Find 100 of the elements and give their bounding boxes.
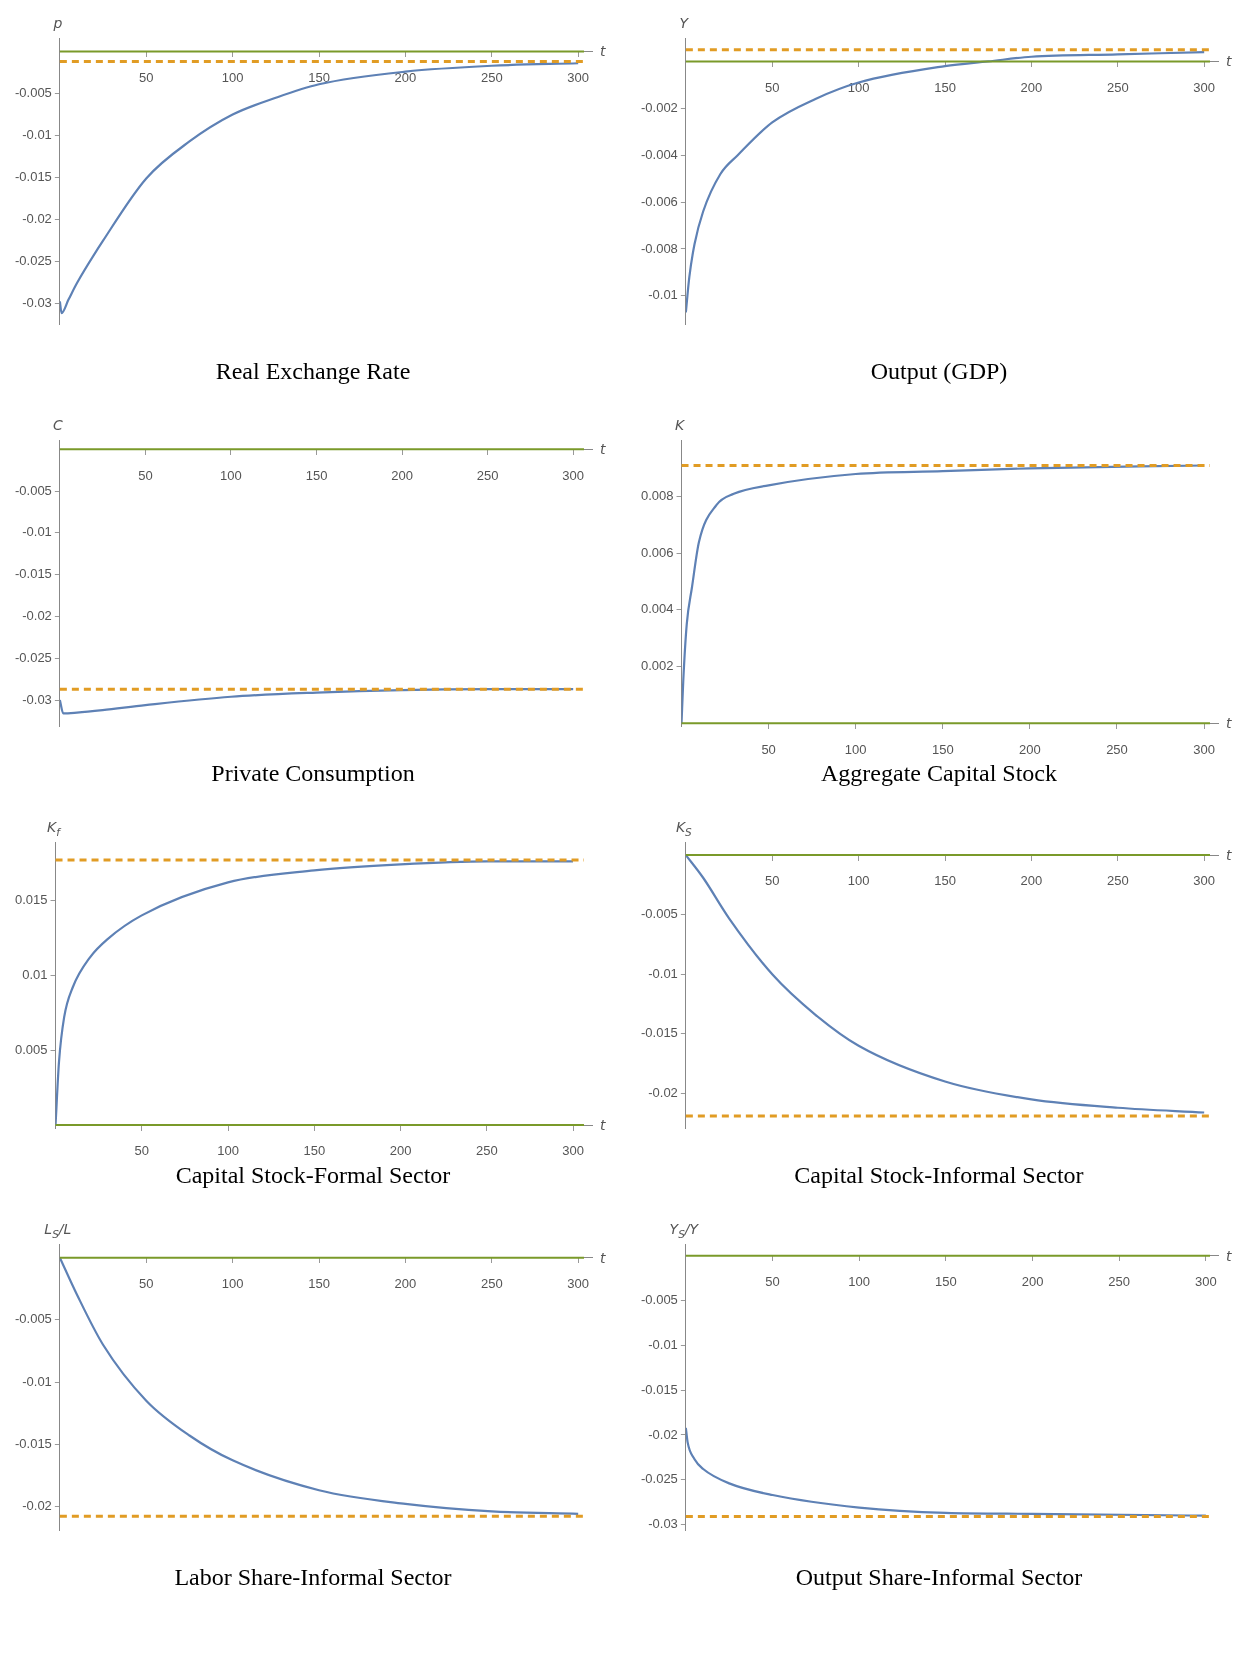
y-tick-label: -0.03: [22, 295, 52, 311]
x-tick-label: 50: [765, 873, 780, 889]
x-tick-label: 250: [480, 69, 503, 85]
y-tick-label: 0.01: [22, 966, 48, 982]
y-tick-label: -0.02: [22, 1497, 52, 1513]
y-tick-label: 0.004: [640, 601, 674, 617]
y-tick-label: -0.015: [640, 1381, 678, 1397]
x-tick-label: 200: [391, 467, 413, 483]
x-tick-label: 250: [1108, 1274, 1131, 1290]
y-tick-label: -0.005: [14, 85, 52, 101]
y-tick-label: -0.015: [14, 566, 52, 582]
x-tick-label: 200: [1020, 873, 1043, 889]
text: Output Share-Informal Sector: [794, 1564, 1084, 1592]
x-tick-label: 100: [844, 741, 867, 757]
x-tick-label: 300: [1193, 741, 1215, 757]
y-tick-label: -0.004: [640, 146, 678, 162]
y-tick-label: -0.005: [640, 906, 678, 922]
x-tick-label: 150: [305, 467, 328, 483]
x-tick-label: 200: [1019, 741, 1041, 757]
y-tick-label: -0.015: [14, 169, 52, 185]
y-tick-label: -0.01: [22, 127, 52, 143]
text: Private Consumption: [210, 760, 416, 788]
text: Aggregate Capital Stock: [820, 760, 1058, 788]
y-tick-label: -0.008: [640, 240, 678, 256]
x-tick-label: 200: [394, 69, 417, 85]
text: Real Exchange Rate: [214, 358, 412, 386]
y-tick-label: 0.008: [640, 488, 674, 504]
y-tick-label: -0.01: [22, 1373, 52, 1389]
y-tick-label: -0.005: [14, 1311, 52, 1327]
y-tick-label: -0.005: [640, 1292, 678, 1308]
y-axis-title: Y: [679, 15, 690, 31]
y-tick-label: -0.025: [640, 1471, 678, 1487]
y-tick-label: -0.002: [640, 99, 678, 115]
x-axis-title: t: [1226, 53, 1232, 70]
y-tick-label: -0.025: [14, 253, 52, 269]
x-tick-label: 100: [221, 69, 244, 85]
text: Output (GDP): [869, 358, 1009, 386]
y-tick-label: -0.01: [648, 1336, 678, 1352]
y-tick-label: -0.006: [640, 193, 678, 209]
x-tick-label: 200: [394, 1276, 417, 1292]
x-tick-label: 200: [389, 1143, 412, 1159]
x-tick-label: 150: [303, 1143, 326, 1159]
x-tick-label: 250: [1106, 79, 1129, 95]
x-tick-label: 150: [935, 1274, 957, 1290]
x-tick-label: 100: [847, 873, 870, 889]
y-tick-label: -0.02: [648, 1426, 678, 1442]
y-tick-label: -0.025: [14, 649, 52, 665]
x-axis-title: t: [1226, 715, 1232, 732]
x-tick-label: 50: [139, 1276, 154, 1292]
line-series: [55, 860, 575, 1127]
x-tick-label: 300: [1193, 79, 1216, 95]
x-tick-label: 100: [848, 1274, 871, 1290]
y-tick-label: -0.02: [22, 211, 52, 227]
y-tick-label: -0.02: [22, 608, 52, 624]
y-tick-label: -0.01: [648, 287, 678, 303]
x-tick-label: 50: [765, 1274, 780, 1290]
y-tick-label: 0.015: [14, 891, 48, 907]
x-tick-label: 250: [1106, 741, 1128, 757]
x-tick-label: 100: [221, 1276, 244, 1292]
x-tick-label: 300: [1193, 873, 1216, 889]
y-tick-label: 0.006: [640, 544, 674, 560]
text: Capital Stock-Informal Sector: [793, 1162, 1085, 1190]
y-tick-label: -0.01: [648, 965, 678, 981]
x-axis-title: t: [600, 43, 606, 60]
x-tick-label: 50: [138, 467, 153, 483]
x-tick-label: 50: [134, 1143, 150, 1159]
x-axis-title: t: [1226, 847, 1232, 864]
y-tick-label: -0.01: [22, 524, 52, 540]
x-tick-label: 100: [220, 467, 242, 483]
y-tick-label: 0.005: [14, 1041, 48, 1057]
y-tick-label: -0.015: [14, 1435, 52, 1451]
line-series: [59, 688, 575, 715]
x-tick-label: 250: [475, 1143, 498, 1159]
y-axis-title: C: [52, 417, 63, 433]
x-tick-label: 150: [934, 79, 956, 95]
x-tick-label: 150: [931, 741, 954, 757]
x-tick-label: 200: [1020, 79, 1043, 95]
x-tick-label: 300: [1195, 1274, 1217, 1290]
text: Capital Stock-Formal Sector: [174, 1162, 452, 1190]
x-tick-label: 300: [562, 1143, 584, 1159]
x-tick-label: 100: [847, 79, 870, 95]
x-tick-label: 300: [567, 69, 590, 85]
x-tick-label: 250: [476, 467, 499, 483]
x-tick-label: 150: [308, 1276, 330, 1292]
x-axis-title: t: [600, 1117, 606, 1134]
x-tick-label: 300: [567, 1276, 590, 1292]
text: Labor Share-Informal Sector: [173, 1564, 453, 1592]
x-tick-label: 150: [934, 873, 956, 889]
x-tick-label: 300: [562, 467, 585, 483]
x-tick-label: 50: [765, 79, 780, 95]
x-tick-label: 100: [217, 1143, 239, 1159]
x-tick-label: 50: [139, 69, 154, 85]
x-axis-title: t: [600, 1249, 606, 1266]
y-tick-label: -0.02: [648, 1085, 678, 1101]
x-tick-label: 150: [308, 69, 330, 85]
x-tick-label: 250: [480, 1276, 503, 1292]
y-tick-label: -0.015: [640, 1025, 678, 1041]
x-tick-label: 50: [761, 741, 776, 757]
y-tick-label: 0.002: [640, 658, 674, 674]
y-tick-label: -0.03: [648, 1516, 678, 1532]
